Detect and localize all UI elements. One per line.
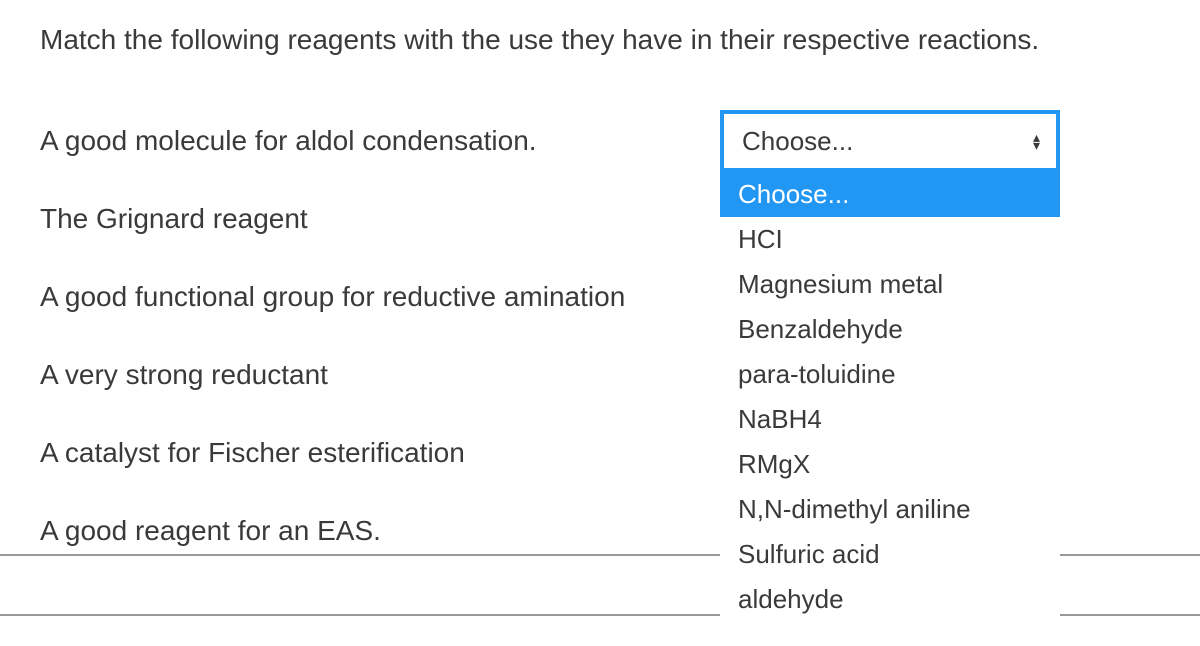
prompt-text: A good molecule for aldol condensation. [40,125,720,157]
prompt-text: A very strong reductant [40,359,720,391]
dropdown-option[interactable]: Benzaldehyde [720,307,1060,352]
dropdown-option[interactable]: RMgX [720,442,1060,487]
dropdown-option[interactable]: Magnesium metal [720,262,1060,307]
dropdown-option[interactable]: aldehyde [720,577,1060,622]
match-row: A good molecule for aldol condensation. … [40,102,1160,180]
prompt-text: A good functional group for reductive am… [40,281,720,313]
question-text: Match the following reagents with the us… [40,22,1160,58]
answer-select[interactable]: Choose... [720,110,1060,172]
dropdown-option[interactable]: Sulfuric acid [720,532,1060,577]
dropdown-option[interactable]: para-toluidine [720,352,1060,397]
answer-select-wrap: Choose... Choose... HCI Magnesium metal … [720,110,1060,172]
dropdown-option[interactable]: Choose... [720,172,1060,217]
select-value: Choose... [742,126,853,157]
match-rows: A good molecule for aldol condensation. … [40,102,1160,570]
dropdown-list: Choose... HCI Magnesium metal Benzaldehy… [720,172,1060,622]
dropdown-option[interactable]: HCI [720,217,1060,262]
question-container: Match the following reagents with the us… [0,0,1200,570]
dropdown-option[interactable]: N,N-dimethyl aniline [720,487,1060,532]
prompt-text: The Grignard reagent [40,203,720,235]
dropdown-option[interactable]: NaBH4 [720,397,1060,442]
chevron-updown-icon [1033,133,1040,149]
prompt-text: A good reagent for an EAS. [40,515,720,547]
prompt-text: A catalyst for Fischer esterification [40,437,720,469]
